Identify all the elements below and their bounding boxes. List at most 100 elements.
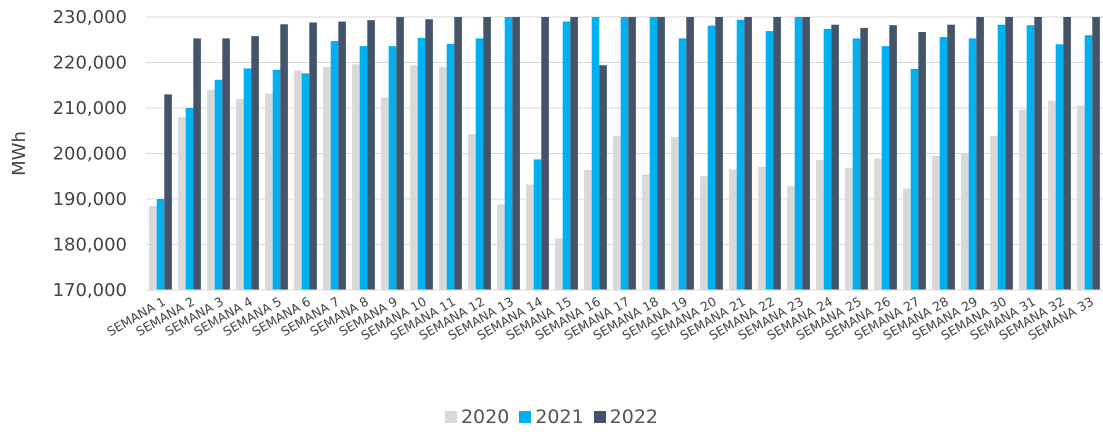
- bar-2020: [207, 89, 215, 290]
- bar-2021: [591, 17, 600, 290]
- bar-2022: [570, 17, 578, 290]
- legend-swatch-2021: [519, 411, 532, 423]
- bar-2022: [1063, 17, 1071, 290]
- bar-2022: [454, 17, 462, 290]
- bar-2021: [1084, 35, 1093, 291]
- bar-2021: [388, 46, 397, 291]
- bar-2021: [417, 37, 426, 291]
- bar-2021: [649, 17, 658, 290]
- bar-2022: [889, 25, 897, 290]
- bar-2020: [352, 64, 360, 290]
- bar-2020: [700, 176, 708, 290]
- bar-2021: [475, 38, 484, 291]
- bar-2021: [185, 108, 194, 290]
- bar-2020: [178, 117, 186, 290]
- y-tick-label: 210,000: [53, 98, 127, 119]
- bar-2022: [599, 65, 607, 290]
- bar-2020: [613, 136, 621, 290]
- bar-2022: [541, 17, 549, 290]
- bar-2020: [642, 174, 650, 290]
- legend-label-2021: 2021: [535, 406, 584, 428]
- bar-2021: [910, 68, 919, 291]
- bar-2021: [620, 17, 629, 290]
- bar-2022: [744, 17, 752, 290]
- bar-2022: [1034, 17, 1042, 290]
- bar-2022: [164, 94, 172, 290]
- bar-2020: [758, 166, 766, 290]
- legend-item-2020: 2020: [444, 406, 510, 428]
- bar-2022: [831, 24, 839, 291]
- bar-2021: [794, 17, 803, 290]
- bar-2022: [309, 22, 317, 291]
- legend: 2020 2021 2022: [0, 404, 1103, 430]
- legend-swatch-2022: [593, 411, 606, 423]
- y-tick-label: 170,000: [53, 280, 127, 301]
- bar-2021: [736, 19, 745, 290]
- bar-2020: [932, 155, 940, 290]
- bar-2021: [1026, 25, 1035, 290]
- bar-2021: [881, 46, 890, 291]
- legend-swatch-2020: [444, 411, 457, 423]
- bar-2022: [976, 17, 984, 290]
- bar-2022: [715, 17, 723, 290]
- bar-2021: [823, 28, 832, 291]
- y-tick-label: 190,000: [53, 189, 127, 210]
- bar-2020: [526, 184, 534, 290]
- bar-2021: [272, 69, 281, 290]
- bar-2020: [874, 158, 882, 290]
- bar-2021: [330, 41, 339, 290]
- bar-2022: [628, 17, 636, 290]
- bar-2021: [504, 17, 513, 290]
- legend-label-2020: 2020: [460, 406, 510, 428]
- bar-2021: [997, 24, 1006, 291]
- bar-2021: [359, 46, 368, 291]
- y-tick-label: 180,000: [53, 235, 127, 256]
- bar-2020: [381, 97, 389, 290]
- bar-2020: [787, 186, 795, 290]
- bar-2021: [214, 79, 223, 290]
- bar-2022: [193, 38, 201, 291]
- bar-2021: [765, 31, 774, 290]
- bar-2021: [562, 21, 571, 291]
- bar-2022: [686, 17, 694, 290]
- bar-2020: [468, 133, 476, 290]
- y-tick-label: 200,000: [53, 144, 127, 165]
- bar-2022: [483, 17, 491, 290]
- bar-2020: [671, 137, 679, 290]
- bar-chart: 170,000 180,000 190,000 200,000 210,000 220,0…: [9, 7, 1103, 343]
- bar-2020: [729, 169, 737, 290]
- bar-2020: [149, 205, 157, 290]
- bar-2022: [947, 24, 955, 291]
- bar-2020: [961, 153, 969, 290]
- bar-2022: [222, 38, 230, 291]
- bar-2021: [243, 68, 252, 290]
- bar-2022: [280, 24, 288, 291]
- bar-2022: [657, 17, 665, 290]
- bar-2020: [265, 93, 273, 290]
- y-tick-label: 220,000: [53, 53, 127, 74]
- bar-2020: [294, 70, 302, 290]
- bar-2021: [939, 37, 948, 290]
- bar-2022: [338, 21, 346, 291]
- bar-2020: [1077, 105, 1085, 290]
- bar-2021: [968, 38, 977, 291]
- bar-2022: [860, 27, 868, 290]
- bar-2021: [156, 199, 165, 290]
- bar-2021: [446, 43, 455, 290]
- bar-2020: [236, 98, 244, 291]
- bar-2020: [584, 169, 592, 290]
- bar-2022: [251, 36, 259, 290]
- bar-2020: [816, 159, 824, 290]
- y-tick-label: 230,000: [53, 7, 127, 28]
- legend-item-2021: 2021: [519, 406, 584, 428]
- y-axis-label: MWh: [9, 131, 30, 176]
- bar-2021: [852, 38, 861, 291]
- legend-item-2022: 2022: [593, 406, 658, 428]
- bar-2022: [918, 32, 926, 290]
- bar-2022: [512, 17, 520, 290]
- bar-2020: [323, 67, 331, 290]
- bar-2022: [1092, 17, 1100, 290]
- bar-2020: [1019, 109, 1027, 290]
- bar-2020: [1048, 100, 1056, 290]
